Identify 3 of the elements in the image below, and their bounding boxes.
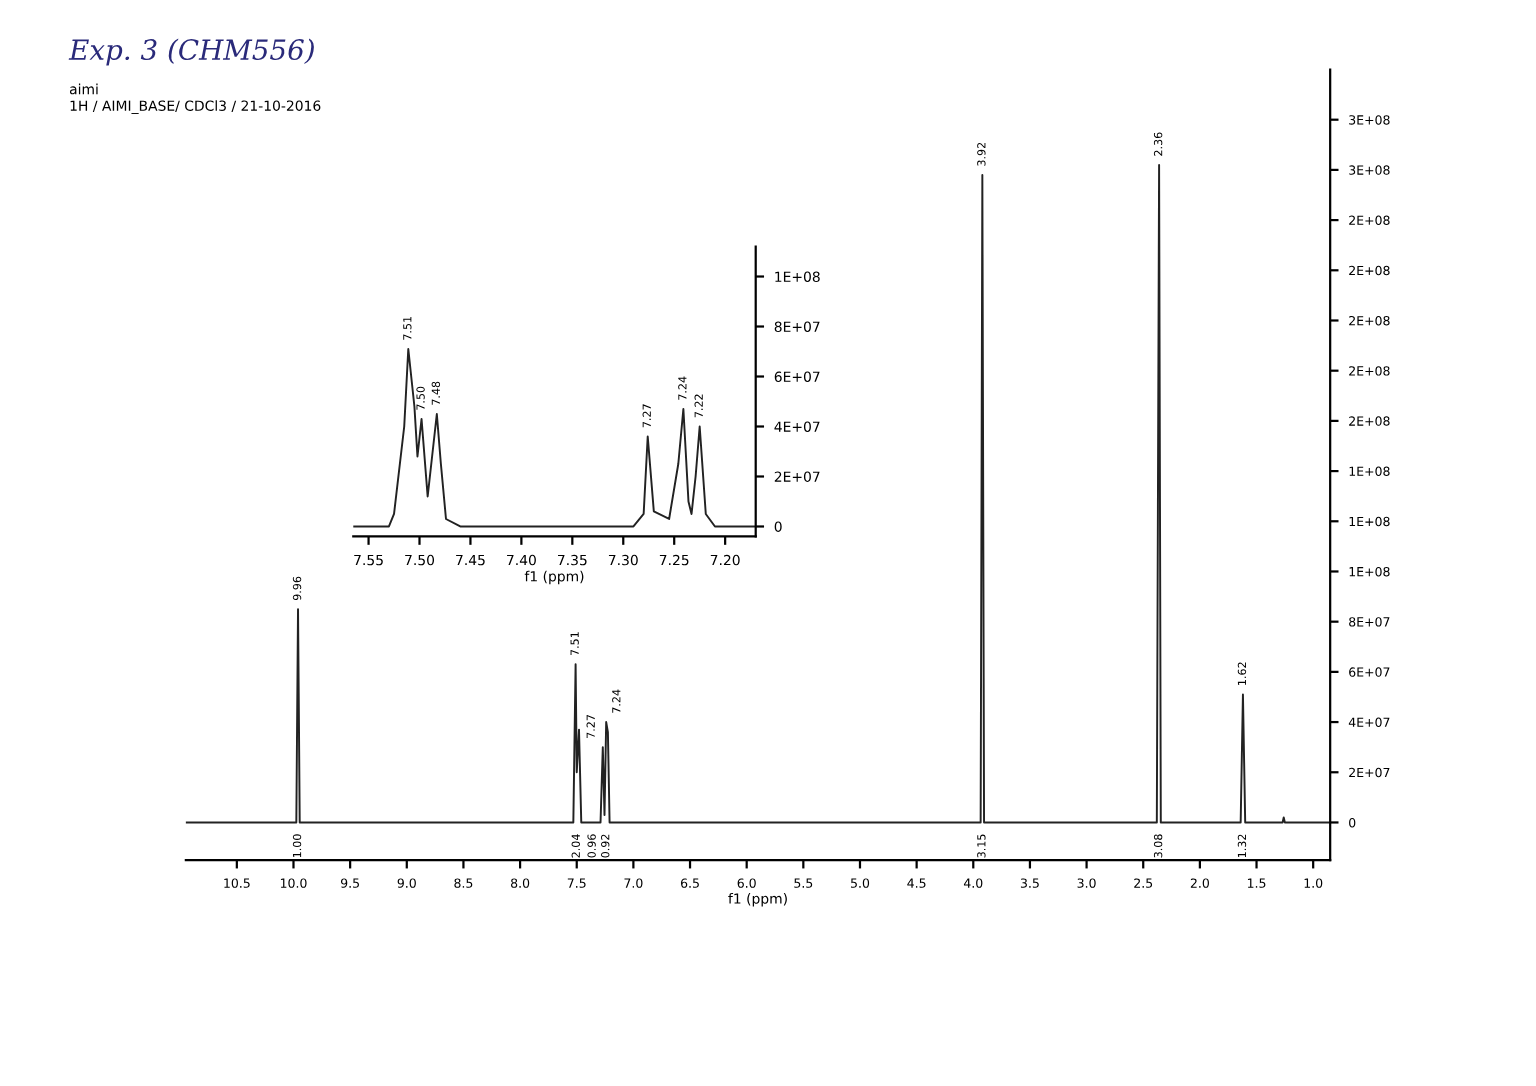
line-series (353, 348, 756, 528)
line-series (185, 163, 1331, 824)
chart-title: Exp. 3 (CHM556) (68, 38, 314, 66)
